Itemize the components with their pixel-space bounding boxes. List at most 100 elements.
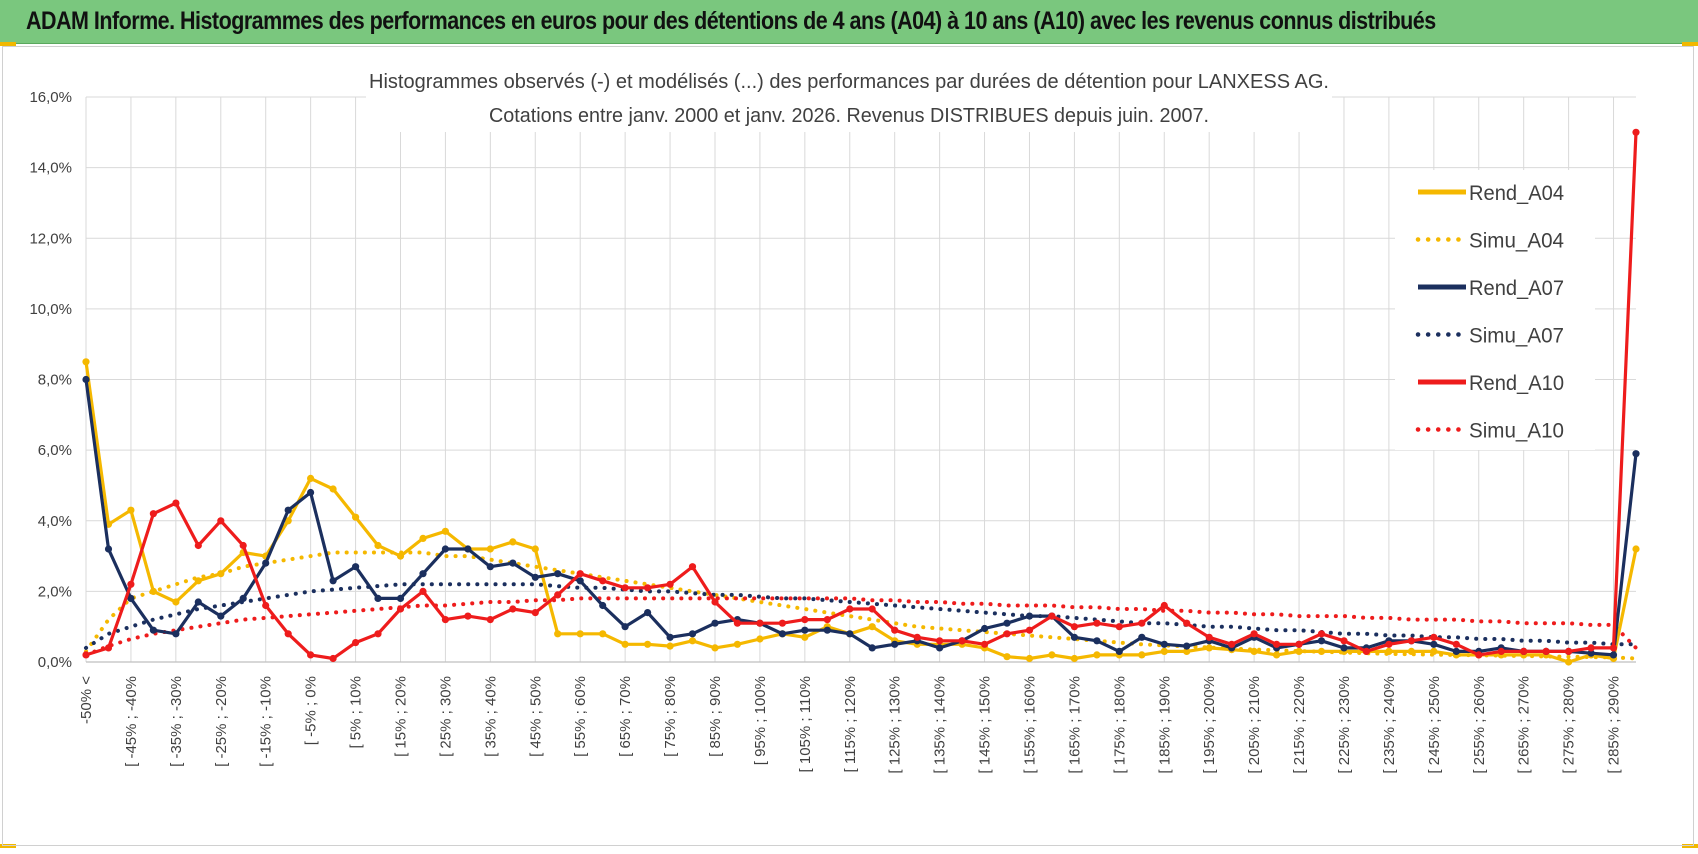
data-point (1138, 651, 1146, 659)
data-point (464, 612, 472, 620)
data-point (1317, 637, 1326, 645)
data-point (1160, 601, 1168, 610)
data-point (239, 594, 247, 603)
x-tick-label: [ 45% ; 50% (527, 676, 544, 757)
data-point (1025, 612, 1034, 620)
data-point (172, 598, 180, 606)
x-tick-label: [ 245% ; 250% (1426, 676, 1443, 774)
data-point (374, 594, 382, 603)
data-point (1430, 633, 1438, 641)
data-point (1317, 630, 1326, 638)
data-point (1587, 649, 1595, 657)
data-point (1340, 644, 1348, 652)
legend-label: Simu_A04 (1469, 230, 1564, 253)
data-point (778, 630, 787, 638)
x-tick-label: [ -35% ; -30% (168, 676, 185, 767)
data-point (1093, 619, 1101, 627)
data-point (239, 541, 247, 550)
data-point (352, 513, 360, 521)
data-point (644, 640, 652, 648)
data-point (1115, 623, 1123, 631)
chart-title-line-2: Cotations entre janv. 2000 et janv. 2026… (489, 105, 1209, 127)
data-point (576, 577, 584, 585)
data-point (486, 616, 494, 624)
data-point (284, 506, 292, 514)
data-point (1160, 640, 1168, 648)
y-tick-label: 12,0% (29, 230, 72, 247)
legend-label: Simu_A10 (1469, 420, 1564, 443)
data-point (217, 517, 225, 525)
data-point (82, 358, 90, 366)
data-point (1632, 128, 1640, 136)
data-point (778, 619, 787, 627)
data-point (172, 630, 180, 638)
x-tick-label: [ 195% ; 200% (1201, 676, 1218, 774)
data-point (531, 573, 539, 581)
data-point (419, 534, 427, 543)
data-point (733, 640, 742, 648)
data-point (688, 630, 697, 638)
data-point (1273, 651, 1281, 659)
data-point (127, 506, 135, 514)
data-point (509, 559, 517, 567)
y-tick-label: 6,0% (38, 442, 72, 459)
data-point (531, 609, 539, 617)
x-tick-label: [ 165% ; 170% (1066, 676, 1083, 774)
data-point (801, 633, 809, 641)
data-point (1362, 647, 1370, 656)
data-point (1003, 619, 1011, 627)
data-point (1003, 653, 1011, 661)
data-point (82, 375, 90, 384)
chart-title-background (366, 66, 1332, 132)
y-tick-label: 8,0% (38, 372, 72, 389)
series-line-simu-a04 (84, 550, 1638, 661)
data-point (1430, 640, 1438, 648)
data-point (441, 616, 449, 624)
data-point (936, 644, 944, 652)
data-point (1430, 647, 1438, 656)
data-point (104, 644, 113, 652)
data-point (599, 601, 607, 610)
x-tick-label: [ -15% ; -10% (258, 676, 275, 767)
chart-frame (2, 46, 1694, 846)
data-point (711, 644, 719, 652)
y-tick-label: 2,0% (38, 583, 72, 600)
series-line-simu-a07 (84, 582, 1638, 650)
page-title: ADAM Informe. Histogrammes des performan… (26, 7, 1436, 35)
data-point (666, 580, 674, 588)
data-point (1407, 647, 1415, 656)
data-point (509, 605, 517, 613)
x-tick-label: [ -45% ; -40% (123, 676, 140, 767)
data-point (194, 577, 202, 585)
data-point (1025, 626, 1034, 634)
data-point (554, 591, 562, 599)
data-point (1452, 640, 1460, 648)
legend-label: Rend_A07 (1469, 277, 1564, 300)
x-tick-label: [ 205% ; 210% (1246, 676, 1263, 774)
data-point (621, 584, 629, 592)
y-tick-label: 16,0% (29, 89, 72, 106)
data-point (891, 640, 899, 648)
data-point (217, 612, 225, 620)
data-point (644, 609, 652, 617)
data-point (1070, 623, 1078, 631)
data-point (1250, 630, 1258, 638)
data-point (576, 570, 584, 578)
x-tick-label: [ 235% ; 240% (1381, 676, 1398, 774)
legend-label: Rend_A10 (1469, 372, 1564, 395)
data-point (1093, 637, 1101, 645)
data-point (868, 623, 876, 631)
data-point (554, 570, 562, 578)
data-point (127, 580, 135, 588)
x-tick-label: [ 265% ; 270% (1516, 676, 1533, 774)
data-point (846, 605, 854, 613)
data-point (1385, 647, 1393, 656)
x-tick-label: [ 25% ; 30% (437, 676, 454, 757)
data-point (307, 651, 315, 659)
x-tick-label: [ 15% ; 20% (392, 676, 409, 757)
data-point (711, 619, 719, 627)
data-point (1407, 637, 1415, 645)
data-point (891, 626, 899, 634)
corner-mark-bottom-right (1682, 844, 1698, 848)
